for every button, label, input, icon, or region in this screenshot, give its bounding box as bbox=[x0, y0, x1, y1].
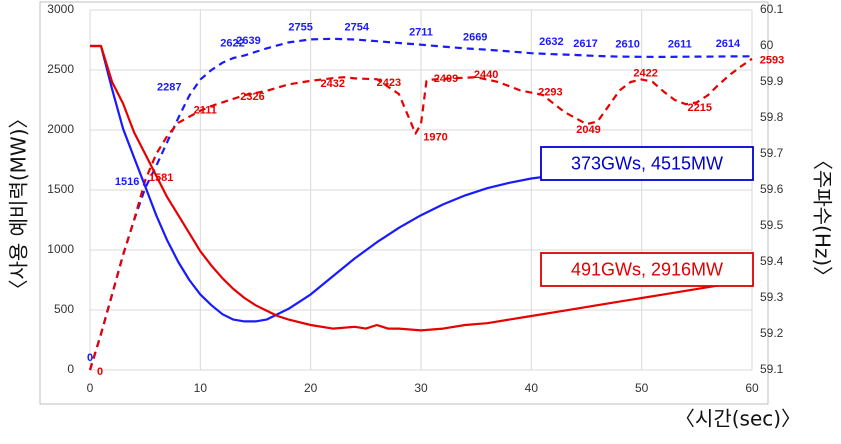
left-axis-title: 〈사용 예비력(MW)〉 bbox=[7, 109, 31, 300]
grid bbox=[89, 9, 753, 371]
point-label: 2614 bbox=[716, 38, 741, 50]
point-label: 2049 bbox=[576, 124, 600, 136]
left-tick-label: 1000 bbox=[47, 242, 74, 256]
right-tick-label: 59.1 bbox=[760, 362, 784, 376]
plot-frame bbox=[39, 1, 769, 405]
point-label: 2440 bbox=[474, 69, 498, 81]
x-tick-label: 10 bbox=[194, 381, 208, 395]
right-tick-label: 59.2 bbox=[760, 326, 784, 340]
point-label: 2423 bbox=[377, 77, 401, 89]
x-tick-label: 60 bbox=[745, 381, 759, 395]
point-label: 2669 bbox=[463, 32, 487, 44]
legend-box-text: 491GWs, 2916MW bbox=[571, 259, 723, 279]
left-tick-label: 2500 bbox=[47, 62, 74, 76]
point-label: 1581 bbox=[149, 172, 173, 184]
x-tick-label: 20 bbox=[304, 381, 318, 395]
left-tick-label: 3000 bbox=[47, 2, 74, 16]
series-red-reserve bbox=[88, 57, 753, 371]
point-label: 2622 bbox=[220, 37, 244, 49]
x-tick-label: 30 bbox=[414, 381, 428, 395]
point-label: 2632 bbox=[539, 36, 563, 48]
point-label: 2610 bbox=[615, 39, 639, 51]
point-label: 0 bbox=[97, 366, 103, 378]
x-tick-label: 50 bbox=[635, 381, 649, 395]
legend-box bbox=[540, 252, 754, 287]
point-label: 1970 bbox=[423, 132, 447, 144]
point-label: 2754 bbox=[345, 21, 370, 33]
right-tick-label: 59.7 bbox=[760, 146, 784, 160]
x-tick-label: 40 bbox=[525, 381, 539, 395]
right-axis-title: 〈주파수(Hz)〉 bbox=[811, 150, 835, 286]
legend-boxes: 373GWs, 4515MW 491GWs, 2916MW bbox=[540, 146, 754, 287]
point-label: 2611 bbox=[668, 39, 692, 51]
point-label: 2639 bbox=[236, 35, 260, 47]
legend-box-text: 373GWs, 4515MW bbox=[571, 153, 723, 173]
right-tick-label: 59.4 bbox=[760, 254, 784, 268]
right-tick-label: 59.5 bbox=[760, 218, 784, 232]
point-label: 0 bbox=[87, 352, 93, 364]
point-label: 1516 bbox=[115, 176, 139, 188]
point-label: 2422 bbox=[633, 67, 657, 79]
right-tick-label: 59.9 bbox=[760, 74, 784, 88]
point-label: 2215 bbox=[688, 102, 712, 114]
point-label: 2617 bbox=[573, 38, 597, 50]
point-label: 2409 bbox=[434, 73, 458, 85]
left-tick-label: 1500 bbox=[47, 182, 74, 196]
tick-labels: 05001000150020002500300059.159.259.359.4… bbox=[47, 2, 783, 395]
left-tick-label: 2000 bbox=[47, 122, 74, 136]
left-tick-label: 0 bbox=[67, 362, 74, 376]
x-tick-label: 0 bbox=[87, 381, 94, 395]
point-label: 2432 bbox=[320, 78, 344, 90]
point-label: 2593 bbox=[760, 55, 784, 67]
x-axis-title: 〈시간(sec)〉 bbox=[675, 407, 801, 431]
right-tick-label: 60 bbox=[760, 38, 774, 52]
legend-box bbox=[540, 146, 754, 181]
right-tick-label: 59.8 bbox=[760, 110, 784, 124]
series-red-frequency bbox=[90, 44, 753, 332]
left-tick-label: 500 bbox=[54, 302, 74, 316]
point-label: 2326 bbox=[240, 91, 264, 103]
point-label: 2111 bbox=[194, 105, 217, 117]
point-label: 2711 bbox=[409, 27, 433, 39]
right-tick-label: 59.6 bbox=[760, 182, 784, 196]
point-label: 2293 bbox=[538, 87, 562, 99]
point-label: 2755 bbox=[288, 21, 312, 33]
right-tick-label: 60.1 bbox=[760, 2, 784, 16]
point-label: 2287 bbox=[157, 81, 181, 93]
right-tick-label: 59.3 bbox=[760, 290, 784, 304]
series-blue-reserve bbox=[88, 37, 753, 371]
